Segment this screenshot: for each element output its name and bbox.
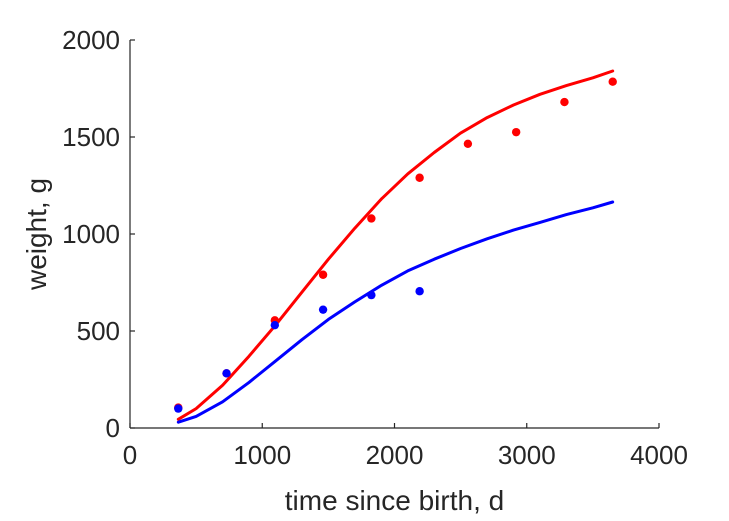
- y-tick-label: 0: [106, 413, 120, 443]
- data-point: [270, 320, 280, 330]
- data-point: [174, 404, 183, 413]
- data-point: [415, 287, 424, 296]
- x-tick-label: 3000: [498, 440, 556, 470]
- fit-curves: [176, 69, 615, 424]
- data-point: [415, 173, 424, 182]
- y-tick-label: 1500: [62, 122, 120, 152]
- ticks: 0 1000 2000 3000 4000 0 500 1000 1500 2000: [62, 25, 688, 470]
- data-point: [318, 270, 328, 279]
- data-point: [222, 369, 231, 378]
- data-point: [463, 139, 473, 148]
- y-tick-label: 1000: [62, 219, 120, 249]
- x-tick-label: 0: [123, 440, 137, 470]
- data-point: [367, 214, 376, 223]
- fit-curve-3: [176, 200, 615, 424]
- fit-curve-2: [176, 69, 615, 421]
- x-tick-label: 1000: [233, 440, 291, 470]
- axes: [129, 40, 659, 429]
- x-axis-title: time since birth, d: [285, 485, 504, 516]
- data-point: [511, 127, 521, 137]
- y-axis-title: weight, g: [21, 178, 52, 291]
- x-tick-label: 2000: [366, 440, 424, 470]
- data-point: [367, 290, 376, 300]
- data-point: [560, 97, 569, 107]
- data-point: [608, 77, 617, 86]
- y-tick-label: 500: [77, 316, 120, 346]
- y-tick-label: 2000: [62, 25, 120, 55]
- x-tick-label: 4000: [630, 440, 688, 470]
- data-point: [318, 305, 328, 314]
- data-points: [174, 77, 617, 413]
